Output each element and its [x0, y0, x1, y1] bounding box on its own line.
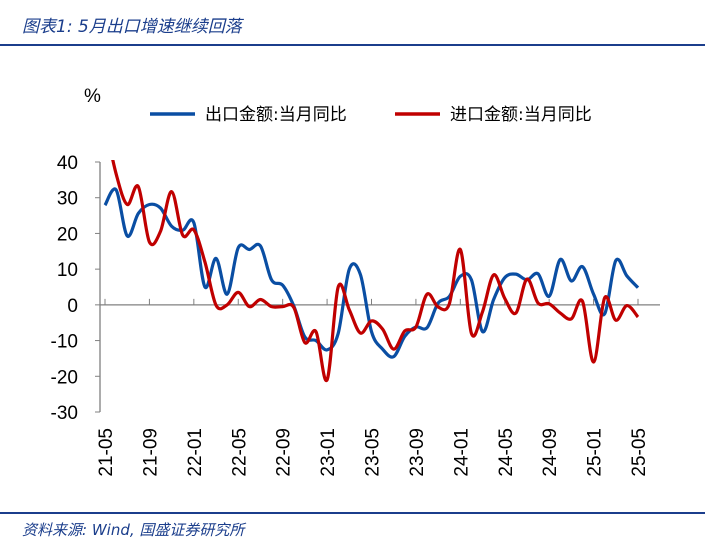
x-tick-label: 22-01 — [185, 428, 206, 477]
x-tick-label: 24-05 — [496, 428, 517, 477]
x-tick-label: 23-09 — [407, 428, 428, 477]
x-tick-label: 21-09 — [140, 428, 161, 477]
source-note: 资料来源: Wind, 国盛证券研究所 — [22, 521, 245, 539]
y-tick-label: -10 — [51, 332, 78, 353]
legend-label: 进口金额:当月同比 — [450, 105, 592, 125]
x-tick-label: 25-01 — [585, 428, 606, 477]
legend: 出口金额:当月同比 进口金额:当月同比 — [150, 105, 592, 125]
y-axis-unit: % — [84, 86, 101, 107]
series-lines — [103, 160, 640, 382]
y-tick-label: 20 — [57, 224, 78, 245]
x-tick-label: 24-09 — [540, 428, 561, 477]
legend-label: 出口金额:当月同比 — [205, 105, 347, 125]
y-tick-label: 0 — [67, 296, 78, 317]
axes: 40 30 20 10 0 -10 -20 -30 21-05 21-09 22-01 22-05 22… — [51, 153, 660, 477]
series-line — [103, 187, 640, 359]
x-tick-label: 22-09 — [274, 428, 295, 477]
figure-title: 图表1: 5月出口增速继续回落 — [22, 17, 242, 37]
y-tick-label: 30 — [57, 189, 78, 210]
y-tick-label: -30 — [51, 403, 78, 424]
series-line — [111, 160, 640, 382]
x-tick-label: 23-01 — [318, 428, 339, 477]
x-tick-label: 22-05 — [229, 428, 250, 477]
y-tick-label: -20 — [51, 367, 78, 388]
footer-rule — [0, 512, 705, 514]
y-tick-label: 10 — [57, 260, 78, 281]
y-tick-label: 40 — [57, 153, 78, 174]
x-tick-label: 25-05 — [629, 428, 650, 477]
x-tick-label: 23-05 — [363, 428, 384, 477]
header-rule — [0, 44, 705, 46]
x-tick-label: 24-01 — [451, 428, 472, 477]
x-tick-label: 21-05 — [96, 428, 117, 477]
line-chart: % 出口金额:当月同比 进口金额:当月同比 40 30 20 10 0 -10 -20 -30 2… — [51, 86, 660, 477]
